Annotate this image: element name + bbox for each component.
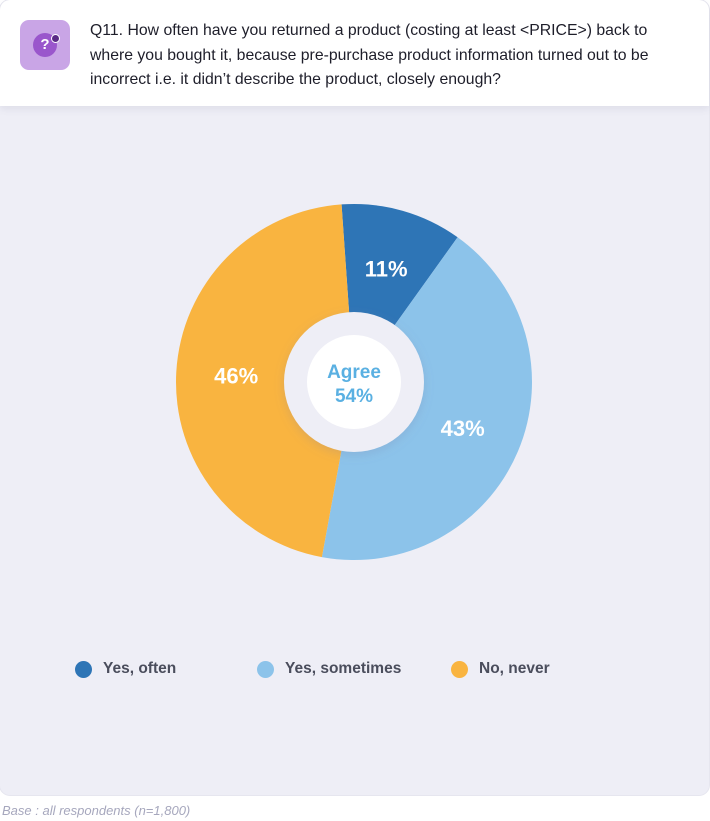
base-note: Base : all respondents (n=1,800)	[2, 803, 191, 818]
center-title: Agree	[327, 362, 381, 383]
question-header: ? Q11. How often have you returned a pro…	[0, 0, 709, 106]
center-value: 54%	[335, 386, 373, 407]
slice-label: 46%	[214, 363, 258, 388]
legend-label: Yes, often	[103, 660, 177, 677]
slice-no-never	[175, 204, 354, 558]
slice-yes-sometimes	[321, 237, 533, 560]
legend-swatch	[257, 660, 274, 678]
donut-chart: 11% 43% 46% Agree 54%	[175, 204, 533, 560]
question-card: ? Q11. How often have you returned a pro…	[0, 0, 709, 795]
legend-swatch	[451, 660, 468, 678]
slice-label: 43%	[441, 416, 485, 441]
legend-label: Yes, sometimes	[285, 660, 402, 677]
question-text: Q11. How often have you returned a produ…	[90, 22, 649, 88]
legend-label: No, never	[479, 660, 550, 677]
legend-swatch	[75, 660, 92, 678]
question-bubble-icon: ?	[20, 20, 70, 70]
legend-item-yes-often: Yes, often	[75, 659, 176, 679]
legend-item-yes-sometimes: Yes, sometimes	[257, 659, 401, 679]
legend-item-no-never: No, never	[451, 659, 550, 679]
donut-hole-inner	[307, 335, 401, 429]
slice-label: 11%	[365, 256, 408, 281]
